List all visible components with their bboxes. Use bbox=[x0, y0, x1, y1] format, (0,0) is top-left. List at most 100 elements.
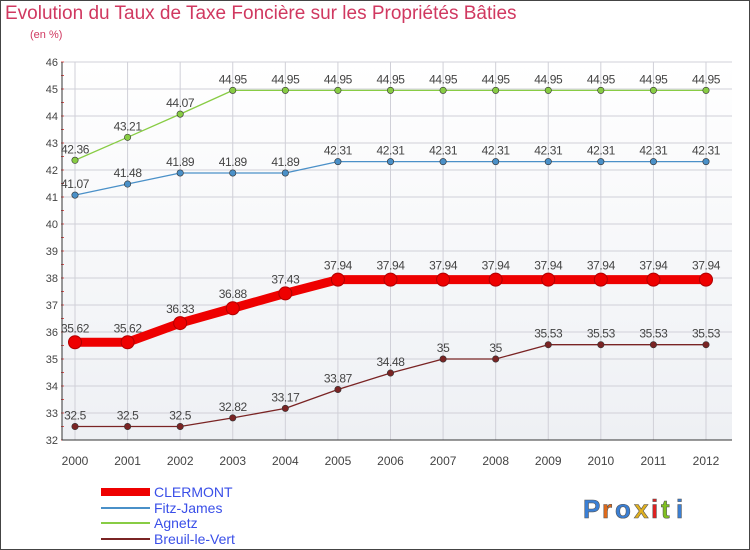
x-tick-label: 2009 bbox=[535, 454, 562, 468]
x-tick-label: 2007 bbox=[430, 454, 457, 468]
data-label: 37.94 bbox=[639, 259, 668, 273]
data-label: 42.31 bbox=[376, 144, 405, 158]
legend-label: CLERMONT bbox=[154, 484, 233, 500]
x-tick-label: 2012 bbox=[693, 454, 720, 468]
data-label: 37.94 bbox=[692, 259, 721, 273]
x-tick-label: 2001 bbox=[114, 454, 141, 468]
data-label: 42.31 bbox=[692, 144, 721, 158]
data-label: 36.88 bbox=[219, 287, 248, 301]
data-point bbox=[702, 158, 710, 166]
data-point bbox=[334, 158, 342, 166]
data-label: 32.5 bbox=[64, 409, 86, 423]
y-tick-label: 35 bbox=[46, 354, 58, 366]
data-point bbox=[229, 86, 237, 94]
data-point bbox=[699, 272, 713, 287]
data-point bbox=[544, 158, 552, 166]
legend-label: Breuil-le-Vert bbox=[154, 531, 235, 547]
data-label: 41.07 bbox=[61, 177, 90, 191]
data-label: 44.95 bbox=[692, 72, 721, 86]
data-point bbox=[597, 158, 605, 166]
data-point bbox=[176, 422, 184, 430]
data-point bbox=[124, 422, 132, 430]
data-point bbox=[229, 414, 237, 422]
data-label: 37.94 bbox=[429, 259, 458, 273]
logo-letter: t bbox=[661, 494, 670, 524]
data-point bbox=[492, 86, 500, 94]
data-label: 35.53 bbox=[639, 327, 668, 341]
data-label: 44.95 bbox=[639, 72, 668, 86]
y-tick-label: 34 bbox=[46, 381, 58, 393]
data-label: 36.33 bbox=[166, 302, 195, 316]
data-point bbox=[386, 369, 394, 377]
data-point bbox=[649, 158, 657, 166]
y-tick-label: 46 bbox=[46, 57, 58, 69]
y-tick-label: 36 bbox=[46, 327, 58, 339]
data-point bbox=[488, 272, 503, 287]
data-point bbox=[383, 272, 398, 287]
chart-subtitle: (en %) bbox=[30, 29, 63, 41]
data-label: 41.89 bbox=[219, 155, 248, 169]
x-tick-label: 2006 bbox=[377, 454, 404, 468]
data-label: 44.95 bbox=[429, 72, 458, 86]
logo-letter: x bbox=[634, 494, 649, 524]
data-point bbox=[334, 86, 342, 94]
data-point bbox=[71, 156, 79, 164]
x-tick-label: 2005 bbox=[325, 454, 352, 468]
data-label: 41.89 bbox=[166, 155, 195, 169]
data-label: 35 bbox=[437, 341, 450, 355]
data-label: 43.21 bbox=[114, 119, 143, 133]
data-point bbox=[71, 422, 79, 430]
data-point bbox=[492, 355, 500, 363]
x-tick-label: 2008 bbox=[482, 454, 509, 468]
y-tick-label: 37 bbox=[46, 300, 58, 312]
y-tick-label: 38 bbox=[46, 273, 58, 285]
data-point bbox=[593, 272, 608, 287]
data-label: 44.07 bbox=[166, 96, 195, 110]
data-label: 33.87 bbox=[324, 372, 353, 386]
data-label: 33.17 bbox=[271, 390, 300, 404]
data-point bbox=[544, 341, 552, 349]
data-label: 37.94 bbox=[534, 259, 563, 273]
data-point bbox=[649, 341, 657, 349]
data-point bbox=[124, 180, 132, 188]
data-label: 35.53 bbox=[534, 327, 563, 341]
data-point bbox=[334, 386, 342, 394]
data-point bbox=[281, 404, 289, 412]
data-label: 37.43 bbox=[271, 272, 300, 286]
y-tick-label: 45 bbox=[46, 84, 58, 96]
data-label: 42.31 bbox=[429, 144, 458, 158]
logo-letter: i bbox=[651, 494, 658, 524]
data-label: 42.31 bbox=[482, 144, 511, 158]
x-tick-label: 2002 bbox=[167, 454, 194, 468]
data-label: 32.5 bbox=[117, 409, 139, 423]
data-label: 41.48 bbox=[114, 166, 143, 180]
data-label: 37.94 bbox=[482, 259, 511, 273]
data-point bbox=[278, 286, 293, 301]
data-point bbox=[120, 335, 135, 350]
data-label: 42.31 bbox=[587, 144, 616, 158]
chart-title: Evolution du Taux de Taxe Foncière sur l… bbox=[5, 3, 517, 24]
logo-letter: r bbox=[602, 494, 612, 524]
data-point bbox=[439, 355, 447, 363]
data-point bbox=[281, 86, 289, 94]
data-point bbox=[702, 341, 710, 349]
data-label: 35.62 bbox=[114, 321, 143, 335]
logo-letter: o bbox=[615, 494, 631, 524]
data-label: 37.94 bbox=[376, 259, 405, 273]
data-label: 42.36 bbox=[61, 142, 90, 156]
y-tick-label: 42 bbox=[46, 165, 58, 177]
data-label: 44.95 bbox=[587, 72, 616, 86]
data-point bbox=[330, 272, 345, 287]
data-label: 44.95 bbox=[271, 72, 300, 86]
data-point bbox=[281, 169, 289, 177]
data-point bbox=[646, 272, 661, 287]
data-point bbox=[71, 191, 79, 199]
data-label: 35.53 bbox=[692, 327, 721, 341]
data-point bbox=[176, 169, 184, 177]
data-point bbox=[544, 86, 552, 94]
data-point bbox=[68, 335, 82, 350]
data-point bbox=[492, 158, 500, 166]
data-label: 42.31 bbox=[639, 144, 668, 158]
